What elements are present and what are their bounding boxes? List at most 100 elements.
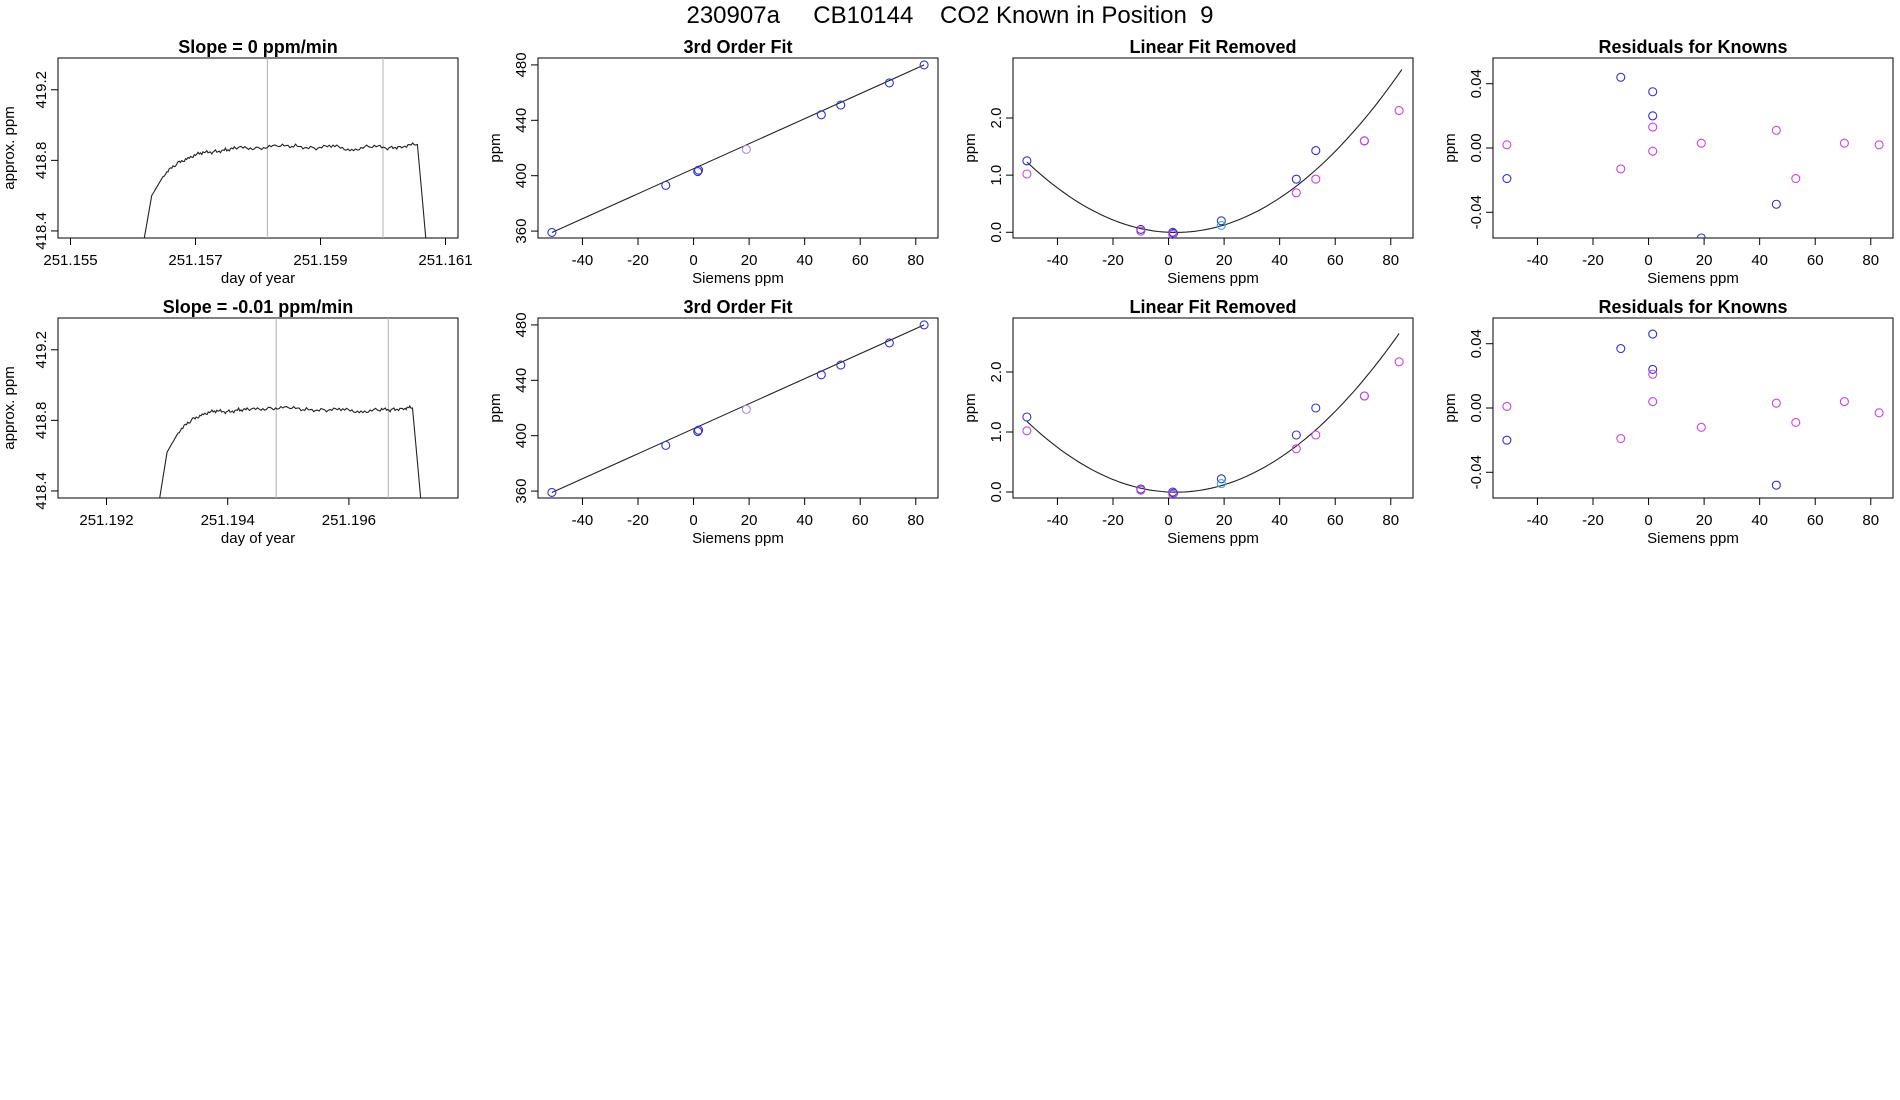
x-tick-label: 80 <box>1862 252 1879 269</box>
y-tick-label: 0.00 <box>1468 133 1485 162</box>
data-point <box>1291 444 1301 454</box>
plot-frame <box>1492 317 1894 499</box>
y-tick-label: 1.0 <box>988 165 1005 186</box>
x-tick-label: 40 <box>796 512 813 529</box>
data-point <box>836 100 846 110</box>
x-tick-label: -20 <box>1582 512 1604 529</box>
x-tick-label: 40 <box>1751 512 1768 529</box>
data-point <box>1169 488 1179 498</box>
chart-panel: Residuals for Knowns -40 -20 0 20 40 60 80 -0.04… <box>1442 37 1894 287</box>
chart-title: 3rd Order Fit <box>683 297 792 317</box>
y-tick-label: 360 <box>513 479 530 504</box>
x-tick-label: 60 <box>1807 512 1824 529</box>
y-tick-label: 419.2 <box>33 71 50 109</box>
x-tick-label: 0 <box>1164 512 1172 529</box>
y-tick-label: 2.0 <box>988 108 1005 129</box>
data-point <box>1616 343 1626 354</box>
data-point <box>1022 156 1032 166</box>
y-axis-label: ppm <box>487 393 504 422</box>
x-axis-label: Siemens ppm <box>1167 530 1259 547</box>
data-point <box>1311 430 1321 440</box>
data-point <box>1771 398 1781 408</box>
chart-panel: 3rd Order Fit -40 -20 0 20 40 60 80 360 400 440 480… <box>487 37 939 287</box>
data-point <box>1168 487 1178 497</box>
data-point <box>694 425 704 435</box>
x-tick-label: -40 <box>572 252 594 269</box>
data-point <box>884 78 894 88</box>
plot-frame <box>1492 57 1894 239</box>
y-tick-label: 0.0 <box>988 482 1005 503</box>
data-point <box>693 426 703 437</box>
y-tick-label: 0.0 <box>988 222 1005 243</box>
x-tick-label: 0 <box>1164 252 1172 269</box>
x-tick-label: 0 <box>1644 252 1652 269</box>
x-tick-label: 60 <box>852 512 869 529</box>
x-tick-label: 60 <box>1807 252 1824 269</box>
x-tick-label: 251.196 <box>322 512 376 529</box>
chart-panel: Linear Fit Removed -40 -20 0 20 40 60 80 0.0 1.0 2… <box>962 37 1414 287</box>
series-line <box>143 142 427 238</box>
plot-frame <box>537 57 939 239</box>
x-tick-label: 60 <box>1327 252 1344 269</box>
data-point <box>1291 174 1301 184</box>
x-tick-label: 40 <box>1271 252 1288 269</box>
x-axis-label: day of year <box>221 530 295 547</box>
x-tick-label: 251.161 <box>418 252 472 269</box>
chart-title: Linear Fit Removed <box>1129 297 1296 317</box>
data-point <box>1874 408 1884 418</box>
data-point <box>741 144 751 154</box>
data-point <box>1169 228 1179 238</box>
chart-panel: Slope = 0 ppm/min 251.155 251.157 251.159 25… <box>1 37 473 287</box>
y-tick-label: 480 <box>513 52 530 77</box>
data-point <box>1791 173 1801 184</box>
x-tick-label: -20 <box>1102 252 1124 269</box>
x-tick-label: 251.157 <box>168 252 222 269</box>
data-point <box>1311 146 1321 156</box>
data-point <box>1648 146 1658 156</box>
x-tick-label: 20 <box>1216 252 1233 269</box>
data-point <box>1874 140 1884 150</box>
data-point <box>1791 417 1801 428</box>
x-tick-label: 80 <box>1382 512 1399 529</box>
series-line <box>159 404 422 498</box>
data-point <box>1502 435 1512 445</box>
data-point <box>661 180 671 190</box>
plot-area <box>143 58 427 238</box>
x-tick-label: 80 <box>1862 512 1879 529</box>
data-point <box>1648 397 1658 407</box>
x-tick-label: -40 <box>1527 512 1549 529</box>
y-tick-label: 400 <box>513 423 530 448</box>
x-tick-label: 80 <box>907 512 924 529</box>
x-axis-label: day of year <box>221 270 295 287</box>
plot-area <box>1502 329 1884 490</box>
data-point <box>1168 489 1178 498</box>
x-axis-label: Siemens ppm <box>692 530 784 547</box>
data-point <box>1168 227 1178 237</box>
data-point <box>1394 106 1404 116</box>
plot-area <box>159 318 422 498</box>
x-tick-label: -40 <box>1047 252 1069 269</box>
x-tick-label: 251.194 <box>201 512 255 529</box>
data-point <box>1771 199 1781 209</box>
plot-area <box>547 60 929 238</box>
data-point <box>693 166 703 177</box>
data-point <box>1839 397 1849 407</box>
data-point <box>1136 485 1146 495</box>
data-point <box>1022 426 1032 436</box>
data-point <box>1359 391 1369 401</box>
fit-line <box>551 64 925 233</box>
data-point <box>1648 329 1658 339</box>
x-axis-label: Siemens ppm <box>1647 530 1739 547</box>
y-tick-label: 440 <box>513 108 530 133</box>
plot-area <box>1022 333 1404 498</box>
y-tick-label: 1.0 <box>988 422 1005 443</box>
y-axis-label: ppm <box>1442 133 1459 162</box>
data-point <box>1291 430 1301 440</box>
data-point <box>1291 188 1301 198</box>
x-tick-label: 0 <box>689 252 697 269</box>
figure-title: 230907a CB10144 CO2 Known in Position 9 <box>686 2 1214 29</box>
data-point <box>1616 164 1626 174</box>
data-point <box>836 360 846 370</box>
data-point <box>1216 216 1226 226</box>
data-point <box>1311 403 1321 413</box>
